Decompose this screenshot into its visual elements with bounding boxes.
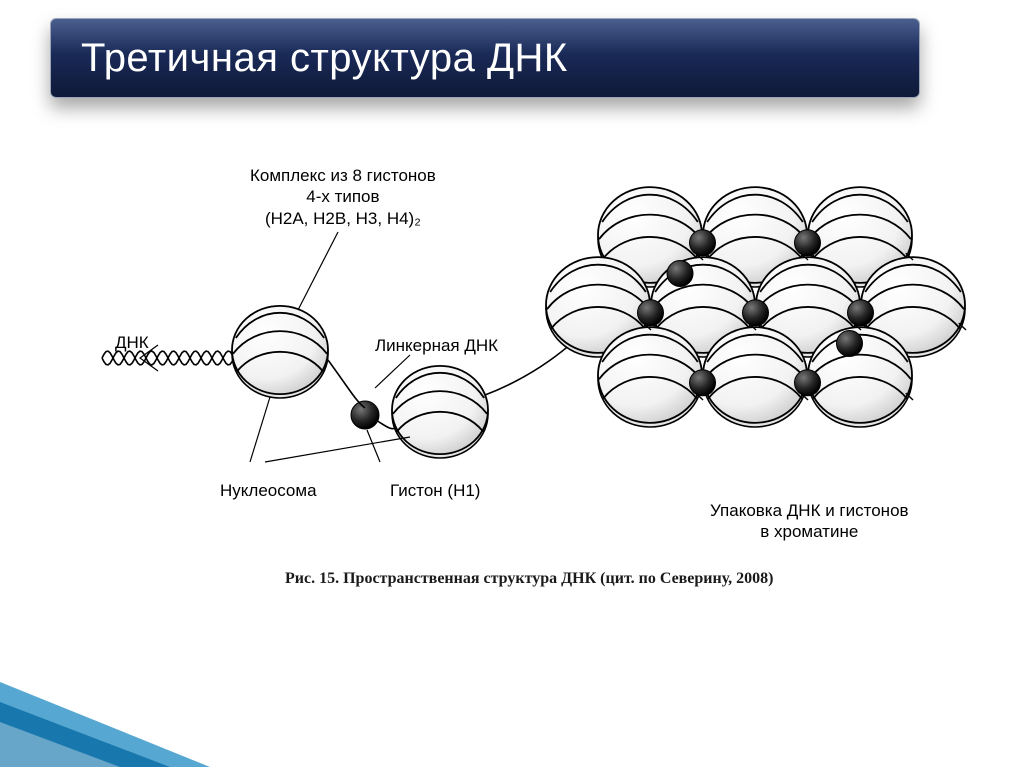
page-title: Третичная структура ДНК xyxy=(81,36,568,81)
label-histone-complex: Комплекс из 8 гистонов 4-х типов (H2A, H… xyxy=(250,165,436,229)
diagram-container: Комплекс из 8 гистонов 4-х типов (H2A, H… xyxy=(40,140,984,610)
label-dna: ДНК xyxy=(115,332,149,353)
corner-decoration xyxy=(0,647,220,767)
figure-caption: Рис. 15. Пространственная структура ДНК … xyxy=(285,570,773,588)
label-packing: Упаковка ДНК и гистонов в хроматине xyxy=(710,500,909,543)
label-nucleosome: Нуклеосома xyxy=(220,480,317,501)
label-histone-h1: Гистон (Н1) xyxy=(390,480,480,501)
label-linker-dna: Линкерная ДНК xyxy=(375,335,498,356)
title-bar: Третичная структура ДНК xyxy=(50,18,920,98)
